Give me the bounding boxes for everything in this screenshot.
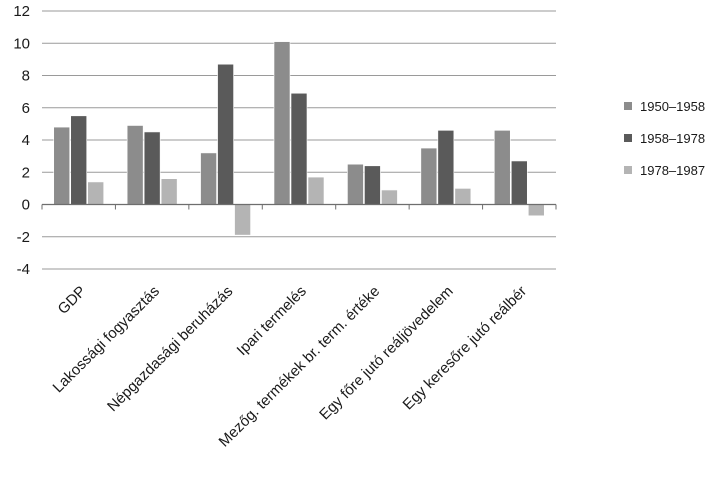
bar — [143, 131, 161, 205]
category-label: Ipari termelés — [234, 283, 310, 359]
legend-swatch — [624, 102, 632, 110]
y-tick-label: 2 — [22, 164, 30, 181]
legend-label: 1978–1987 — [640, 162, 706, 178]
y-tick-label: 10 — [13, 35, 30, 52]
y-tick-label: 12 — [13, 3, 30, 20]
bar — [217, 63, 234, 205]
bar — [307, 176, 325, 205]
bar — [234, 204, 251, 236]
y-tick-label: 0 — [22, 197, 30, 214]
category-label: Mezőg. termékek br. term. értéke — [216, 283, 384, 451]
legend-item-1978-1987: 1978–1987 — [624, 160, 705, 180]
bar — [364, 165, 381, 205]
bars — [53, 41, 545, 236]
legend: 1950–1958 1958–1978 1978–1987 — [624, 96, 705, 192]
legend-swatch — [624, 134, 632, 142]
legend-label: 1958–1978 — [640, 130, 706, 146]
bar — [420, 147, 438, 205]
y-tick-label: -2 — [17, 229, 30, 246]
x-axis — [41, 203, 557, 210]
bar — [200, 152, 217, 205]
category-label: Népgazdasági beruházás — [104, 283, 236, 415]
bar — [70, 115, 88, 205]
bar — [527, 204, 545, 217]
y-tick-label: 4 — [22, 132, 30, 149]
bar — [454, 188, 472, 205]
category-label: Egy főre jutó reáljövedelem — [316, 283, 457, 424]
bar — [493, 130, 511, 205]
y-axis-tick-labels: -4 -2 0 2 4 6 8 10 12 — [13, 3, 30, 278]
bar — [160, 178, 178, 205]
bar — [381, 189, 398, 205]
bar — [347, 163, 364, 205]
y-tick-label: 8 — [22, 68, 30, 85]
legend-swatch — [624, 166, 632, 174]
bar — [126, 125, 144, 205]
bar — [510, 160, 528, 205]
legend-item-1950-1958: 1950–1958 — [624, 96, 705, 116]
legend-label: 1950–1958 — [640, 98, 706, 114]
category-label: Egy keresőre jutó reálbér — [400, 283, 531, 414]
bar — [53, 126, 71, 205]
bar — [437, 130, 455, 205]
y-tick-label: 6 — [22, 100, 30, 117]
bar — [290, 92, 308, 205]
legend-item-1958-1978: 1958–1978 — [624, 128, 705, 148]
bar — [87, 181, 105, 205]
bar — [273, 41, 291, 205]
category-label: GDP — [55, 283, 90, 318]
y-tick-label: -4 — [17, 261, 30, 278]
